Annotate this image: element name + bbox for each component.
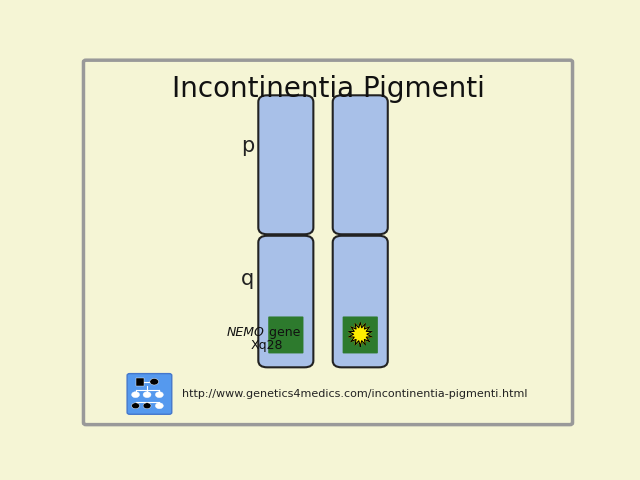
- Circle shape: [150, 379, 159, 385]
- Circle shape: [143, 392, 151, 397]
- Circle shape: [132, 392, 140, 397]
- Text: Incontinentia Pigmenti: Incontinentia Pigmenti: [172, 75, 484, 103]
- FancyBboxPatch shape: [268, 316, 303, 353]
- FancyBboxPatch shape: [342, 316, 378, 353]
- Text: q: q: [241, 269, 254, 289]
- Bar: [136, 378, 144, 386]
- Circle shape: [156, 392, 163, 397]
- Text: NEMO: NEMO: [227, 326, 265, 339]
- Text: Xq28: Xq28: [251, 339, 284, 352]
- FancyBboxPatch shape: [127, 373, 172, 414]
- Circle shape: [132, 403, 140, 409]
- Polygon shape: [349, 323, 372, 346]
- Circle shape: [143, 403, 151, 409]
- FancyBboxPatch shape: [333, 96, 388, 234]
- FancyBboxPatch shape: [259, 236, 314, 367]
- Text: gene: gene: [265, 326, 300, 339]
- Text: http://www.genetics4medics.com/incontinentia-pigmenti.html: http://www.genetics4medics.com/incontine…: [182, 389, 527, 399]
- Circle shape: [156, 403, 163, 409]
- FancyBboxPatch shape: [333, 236, 388, 367]
- FancyBboxPatch shape: [259, 96, 314, 234]
- Text: p: p: [241, 136, 254, 156]
- FancyBboxPatch shape: [83, 60, 573, 425]
